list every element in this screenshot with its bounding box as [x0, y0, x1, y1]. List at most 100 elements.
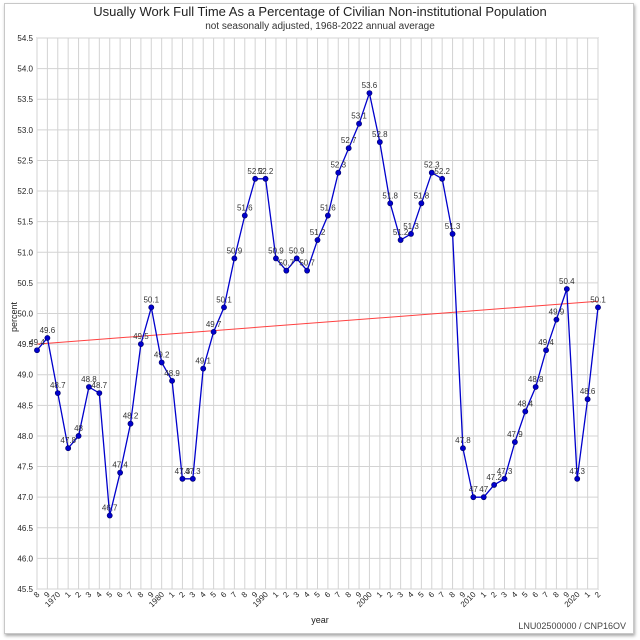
- data-label: 47: [469, 485, 478, 494]
- data-point: [304, 267, 311, 274]
- data-label: 52.3: [424, 161, 440, 170]
- data-point: [376, 139, 383, 145]
- y-tick-label: 51.0: [17, 248, 33, 257]
- data-point: [65, 445, 72, 452]
- data-point: [491, 482, 498, 488]
- x-tick-label: 4: [302, 590, 312, 600]
- data-point: [86, 384, 92, 390]
- data-label: 51.6: [320, 204, 336, 213]
- data-point: [449, 231, 456, 237]
- x-tick-label: 1: [167, 590, 177, 600]
- data-label: 50.7: [299, 259, 315, 268]
- data-point: [273, 255, 279, 262]
- data-label: 48.7: [50, 381, 66, 390]
- data-point: [169, 377, 175, 384]
- x-tick-label: 1: [63, 590, 73, 600]
- y-tick-label: 48.0: [17, 432, 33, 441]
- y-tick-label: 54.5: [17, 34, 33, 43]
- data-point: [127, 420, 134, 427]
- data-label: 47.8: [60, 436, 76, 445]
- data-point: [221, 304, 227, 311]
- y-tick-label: 50.0: [17, 310, 33, 319]
- y-tick-label: 52.5: [17, 156, 33, 165]
- data-label: 52.2: [258, 167, 274, 176]
- x-tick-label: 7: [125, 590, 135, 600]
- x-tick-label: 2: [593, 590, 603, 600]
- data-label: 47.8: [455, 436, 471, 445]
- x-tick-label: 5: [312, 590, 322, 600]
- data-point: [543, 347, 549, 354]
- data-point: [387, 200, 394, 207]
- data-label: 52.2: [434, 167, 450, 176]
- data-point: [439, 175, 446, 182]
- data-point: [356, 120, 362, 127]
- y-tick-label: 53.0: [17, 126, 33, 135]
- chart-subtitle: not seasonally adjusted, 1968-2022 annua…: [205, 21, 435, 32]
- data-point: [595, 304, 601, 311]
- data-label: 53.1: [351, 112, 367, 121]
- x-tick-label: 3: [396, 590, 406, 600]
- y-tick-label: 49.0: [17, 371, 33, 380]
- data-label: 53.6: [362, 81, 378, 90]
- data-point: [574, 475, 581, 482]
- chart-title: Usually Work Full Time As a Percentage o…: [93, 4, 547, 19]
- data-point: [511, 439, 518, 445]
- data-label: 51.8: [382, 191, 398, 200]
- y-tick-label: 48.5: [17, 401, 33, 410]
- x-tick-label: 5: [209, 590, 219, 600]
- x-tick-label: 3: [84, 590, 94, 600]
- x-tick-label: 4: [406, 590, 416, 600]
- data-point: [293, 255, 300, 262]
- data-point: [158, 359, 165, 366]
- y-tick-label: 47.0: [17, 493, 33, 502]
- x-tick-label: 9: [42, 590, 52, 600]
- x-tick-label: 2: [73, 590, 83, 600]
- y-tick-label: 53.5: [17, 95, 33, 104]
- data-point: [75, 433, 82, 439]
- data-point: [563, 286, 570, 292]
- data-point: [179, 475, 186, 482]
- data-label: 46.7: [102, 504, 118, 513]
- data-point: [262, 175, 269, 182]
- x-tick-label: 1: [479, 590, 489, 600]
- x-tick-label: 6: [115, 590, 125, 600]
- data-point: [189, 475, 196, 482]
- data-label: 49.5: [133, 332, 149, 341]
- data-point: [252, 175, 259, 182]
- data-point: [200, 365, 207, 372]
- x-tick-label: 4: [94, 590, 104, 600]
- y-tick-label: 46.5: [17, 524, 33, 533]
- data-label: 47.3: [497, 467, 513, 476]
- x-tick-label: 6: [531, 590, 541, 600]
- data-label: 50.1: [143, 295, 159, 304]
- data-label: 51.2: [393, 228, 409, 237]
- data-label: 48.8: [81, 375, 97, 384]
- data-point: [335, 169, 342, 176]
- y-tick-label: 54.0: [17, 65, 33, 74]
- data-label: 48.6: [580, 387, 596, 396]
- x-axis-label: year: [311, 615, 329, 625]
- y-tick-label: 49.5: [17, 340, 33, 349]
- data-point: [231, 255, 238, 262]
- data-point: [532, 384, 539, 390]
- x-tick-label: 6: [427, 590, 437, 600]
- data-point: [137, 341, 144, 348]
- data-label: 47.4: [112, 461, 128, 470]
- data-label: 50.4: [559, 277, 575, 286]
- data-point: [480, 494, 487, 501]
- x-tick-label: 8: [551, 590, 561, 600]
- y-tick-label: 50.5: [17, 279, 33, 288]
- data-label: 49.7: [206, 320, 222, 329]
- data-label: 50.9: [289, 246, 305, 255]
- y-tick-label: 51.5: [17, 218, 33, 227]
- data-label: 51.8: [414, 191, 430, 200]
- data-point: [470, 494, 477, 501]
- x-tick-label: 7: [229, 590, 239, 600]
- data-label: 51.6: [237, 204, 253, 213]
- x-tick-label: 7: [541, 590, 551, 600]
- y-tick-label: 45.5: [17, 585, 33, 594]
- trend-line: [36, 300, 599, 345]
- x-tick-label: 7: [437, 590, 447, 600]
- data-label: 49.4: [29, 338, 45, 347]
- data-point: [522, 408, 529, 415]
